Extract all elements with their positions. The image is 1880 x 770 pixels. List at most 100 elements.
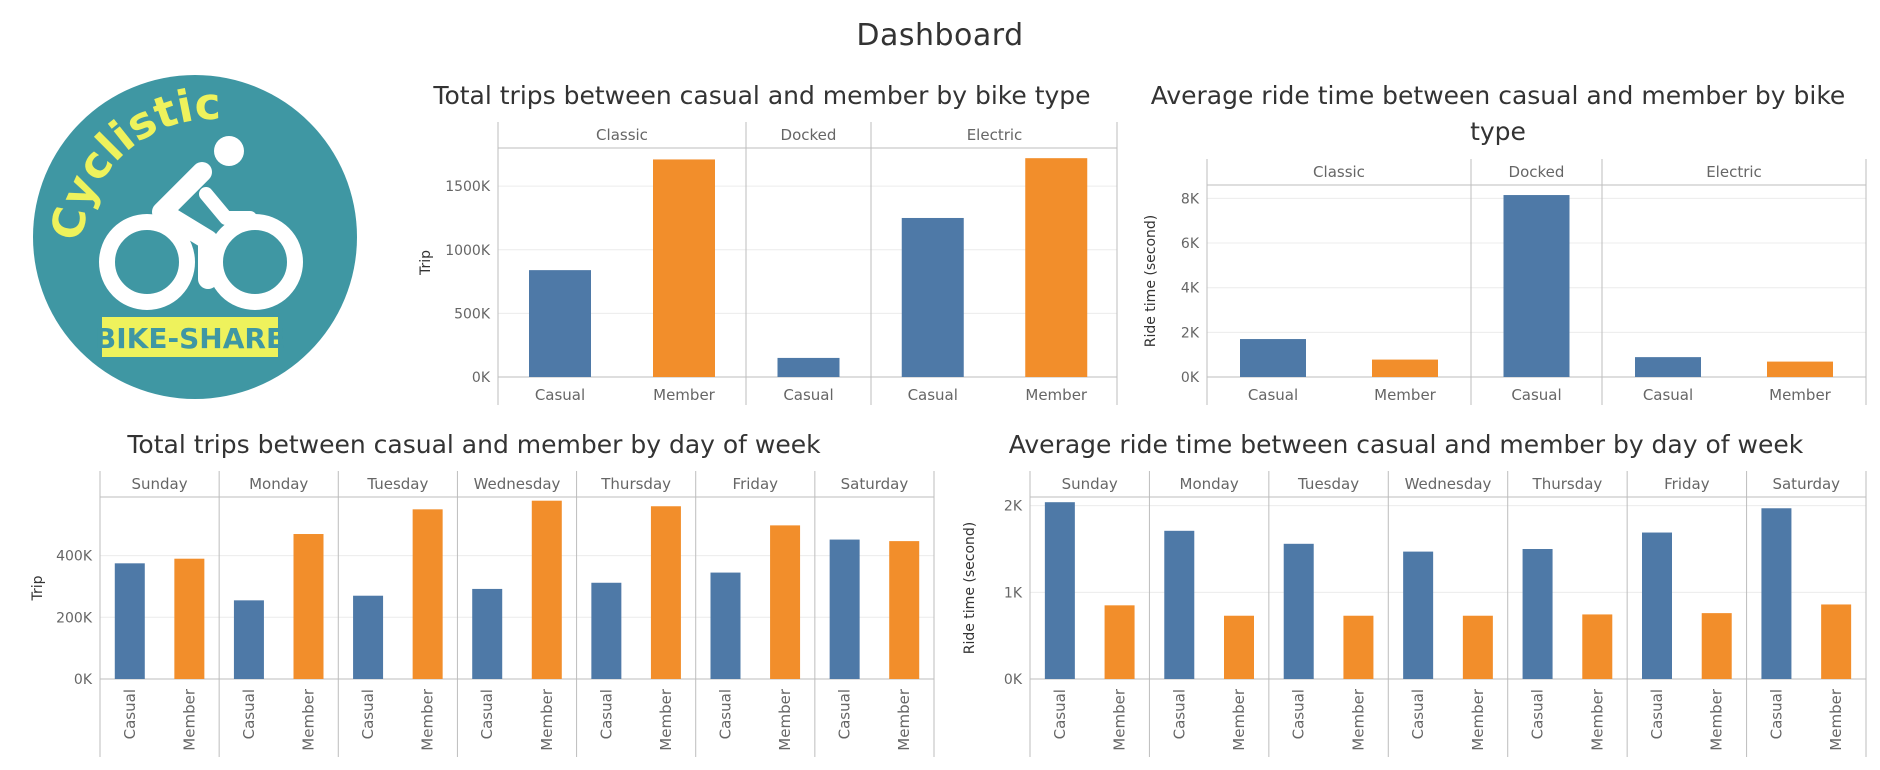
bar-member — [889, 541, 920, 679]
group-header: Monday — [249, 475, 308, 493]
y-tick-label: 1000K — [445, 243, 491, 259]
group-header: Thursday — [1532, 475, 1603, 493]
group-header: Wednesday — [1405, 475, 1492, 493]
x-tick-label: Member — [180, 688, 198, 751]
bar-member — [1224, 615, 1254, 679]
group-header: Classic — [1313, 163, 1365, 181]
x-tick-label: Member — [1827, 688, 1845, 751]
x-tick-label: Casual — [836, 689, 854, 739]
group-header: Wednesday — [474, 475, 561, 493]
x-tick-label: Casual — [1170, 689, 1188, 739]
chart-title: Average ride time between casual and mem… — [1151, 81, 1846, 146]
x-tick-label: Casual — [908, 386, 958, 404]
bar-casual — [353, 595, 384, 679]
y-axis-label: Trip — [30, 575, 46, 601]
bar-member — [174, 558, 205, 679]
x-tick-label: Member — [1769, 386, 1832, 404]
y-axis-label: Ride time (second) — [1143, 215, 1159, 348]
x-tick-label: Casual — [1767, 689, 1785, 739]
x-tick-label: Casual — [1511, 386, 1561, 404]
bar-casual — [829, 539, 860, 679]
x-tick-label: Casual — [478, 689, 496, 739]
group-header: Friday — [733, 475, 779, 493]
y-tick-label: 0K — [472, 370, 491, 386]
x-tick-label: Casual — [121, 689, 139, 739]
x-tick-label: Casual — [240, 689, 258, 739]
dashboard-title: Dashboard — [856, 18, 1024, 53]
logo-tagline: BIKE-SHARE — [95, 322, 285, 355]
y-tick-label: 1500K — [445, 179, 491, 195]
x-tick-label: Member — [1230, 688, 1248, 751]
bar-member — [770, 525, 801, 679]
group-header: Docked — [781, 126, 837, 144]
x-tick-label: Member — [1588, 688, 1606, 751]
bar-member — [1372, 359, 1438, 377]
bar-casual — [472, 588, 503, 679]
y-tick-label: 4K — [1181, 281, 1200, 297]
x-tick-label: Casual — [1529, 689, 1547, 739]
y-tick-label: 0K — [1004, 672, 1023, 688]
y-tick-label: 200K — [56, 610, 93, 626]
x-tick-label: Member — [1025, 386, 1088, 404]
bar-casual — [710, 572, 741, 679]
x-tick-label: Member — [538, 688, 556, 751]
x-tick-label: Casual — [1409, 689, 1427, 739]
bar-member — [531, 500, 562, 679]
y-tick-label: 500K — [454, 306, 491, 322]
group-header: Electric — [967, 126, 1023, 144]
group-header: Sunday — [1062, 475, 1118, 493]
bar-casual — [114, 563, 145, 679]
bar-member — [1104, 605, 1135, 679]
bar-casual — [1240, 339, 1306, 377]
y-tick-label: 6K — [1181, 236, 1200, 252]
bar-casual — [1403, 551, 1434, 679]
bar-casual — [777, 357, 840, 377]
y-axis-label: Ride time (second) — [962, 522, 978, 655]
x-tick-label: Member — [657, 688, 675, 751]
x-tick-label: Casual — [1248, 386, 1298, 404]
bar-casual — [591, 582, 622, 679]
bar-casual — [1635, 357, 1701, 377]
bar-casual — [1642, 532, 1672, 679]
bar-member — [653, 159, 715, 377]
cyclist-icon — [99, 136, 303, 310]
y-tick-label: 2K — [1004, 499, 1023, 515]
bar-casual — [1761, 508, 1792, 679]
x-tick-label: Member — [895, 688, 913, 751]
x-tick-label: Member — [1469, 688, 1487, 751]
bar-member — [1462, 615, 1493, 679]
x-tick-label: Casual — [1648, 689, 1666, 739]
logo-tagline-bg — [102, 317, 278, 357]
bar-member — [1025, 158, 1088, 377]
group-header: Monday — [1180, 475, 1239, 493]
group-header: Classic — [596, 126, 648, 144]
chart-title: Total trips between casual and member by… — [432, 81, 1090, 110]
bar-casual — [901, 217, 964, 377]
bar-casual — [1283, 543, 1314, 679]
chart-title-line: Average ride time between casual and mem… — [1151, 81, 1846, 110]
chart-title-line: type — [1470, 117, 1526, 146]
y-tick-label: 1K — [1004, 585, 1023, 601]
y-tick-label: 2K — [1181, 325, 1200, 341]
x-tick-label: Member — [1111, 688, 1129, 751]
y-axis-label: Trip — [418, 250, 434, 276]
y-tick-label: 0K — [74, 672, 93, 688]
bar-member — [1821, 604, 1852, 679]
cyclistic-logo: Cyclistic BIKE-SHARE — [33, 75, 357, 399]
x-tick-label: Member — [300, 688, 318, 751]
x-tick-label: Casual — [783, 386, 833, 404]
x-tick-label: Member — [653, 386, 716, 404]
x-tick-label: Casual — [1643, 386, 1693, 404]
bar-member — [1582, 614, 1613, 679]
x-tick-label: Casual — [1051, 689, 1069, 739]
x-tick-label: Casual — [359, 689, 377, 739]
bar-member — [293, 534, 324, 679]
group-header: Docked — [1509, 163, 1565, 181]
bar-member — [1701, 613, 1732, 679]
bar-member — [412, 509, 443, 679]
group-header: Tuesday — [1297, 475, 1359, 493]
